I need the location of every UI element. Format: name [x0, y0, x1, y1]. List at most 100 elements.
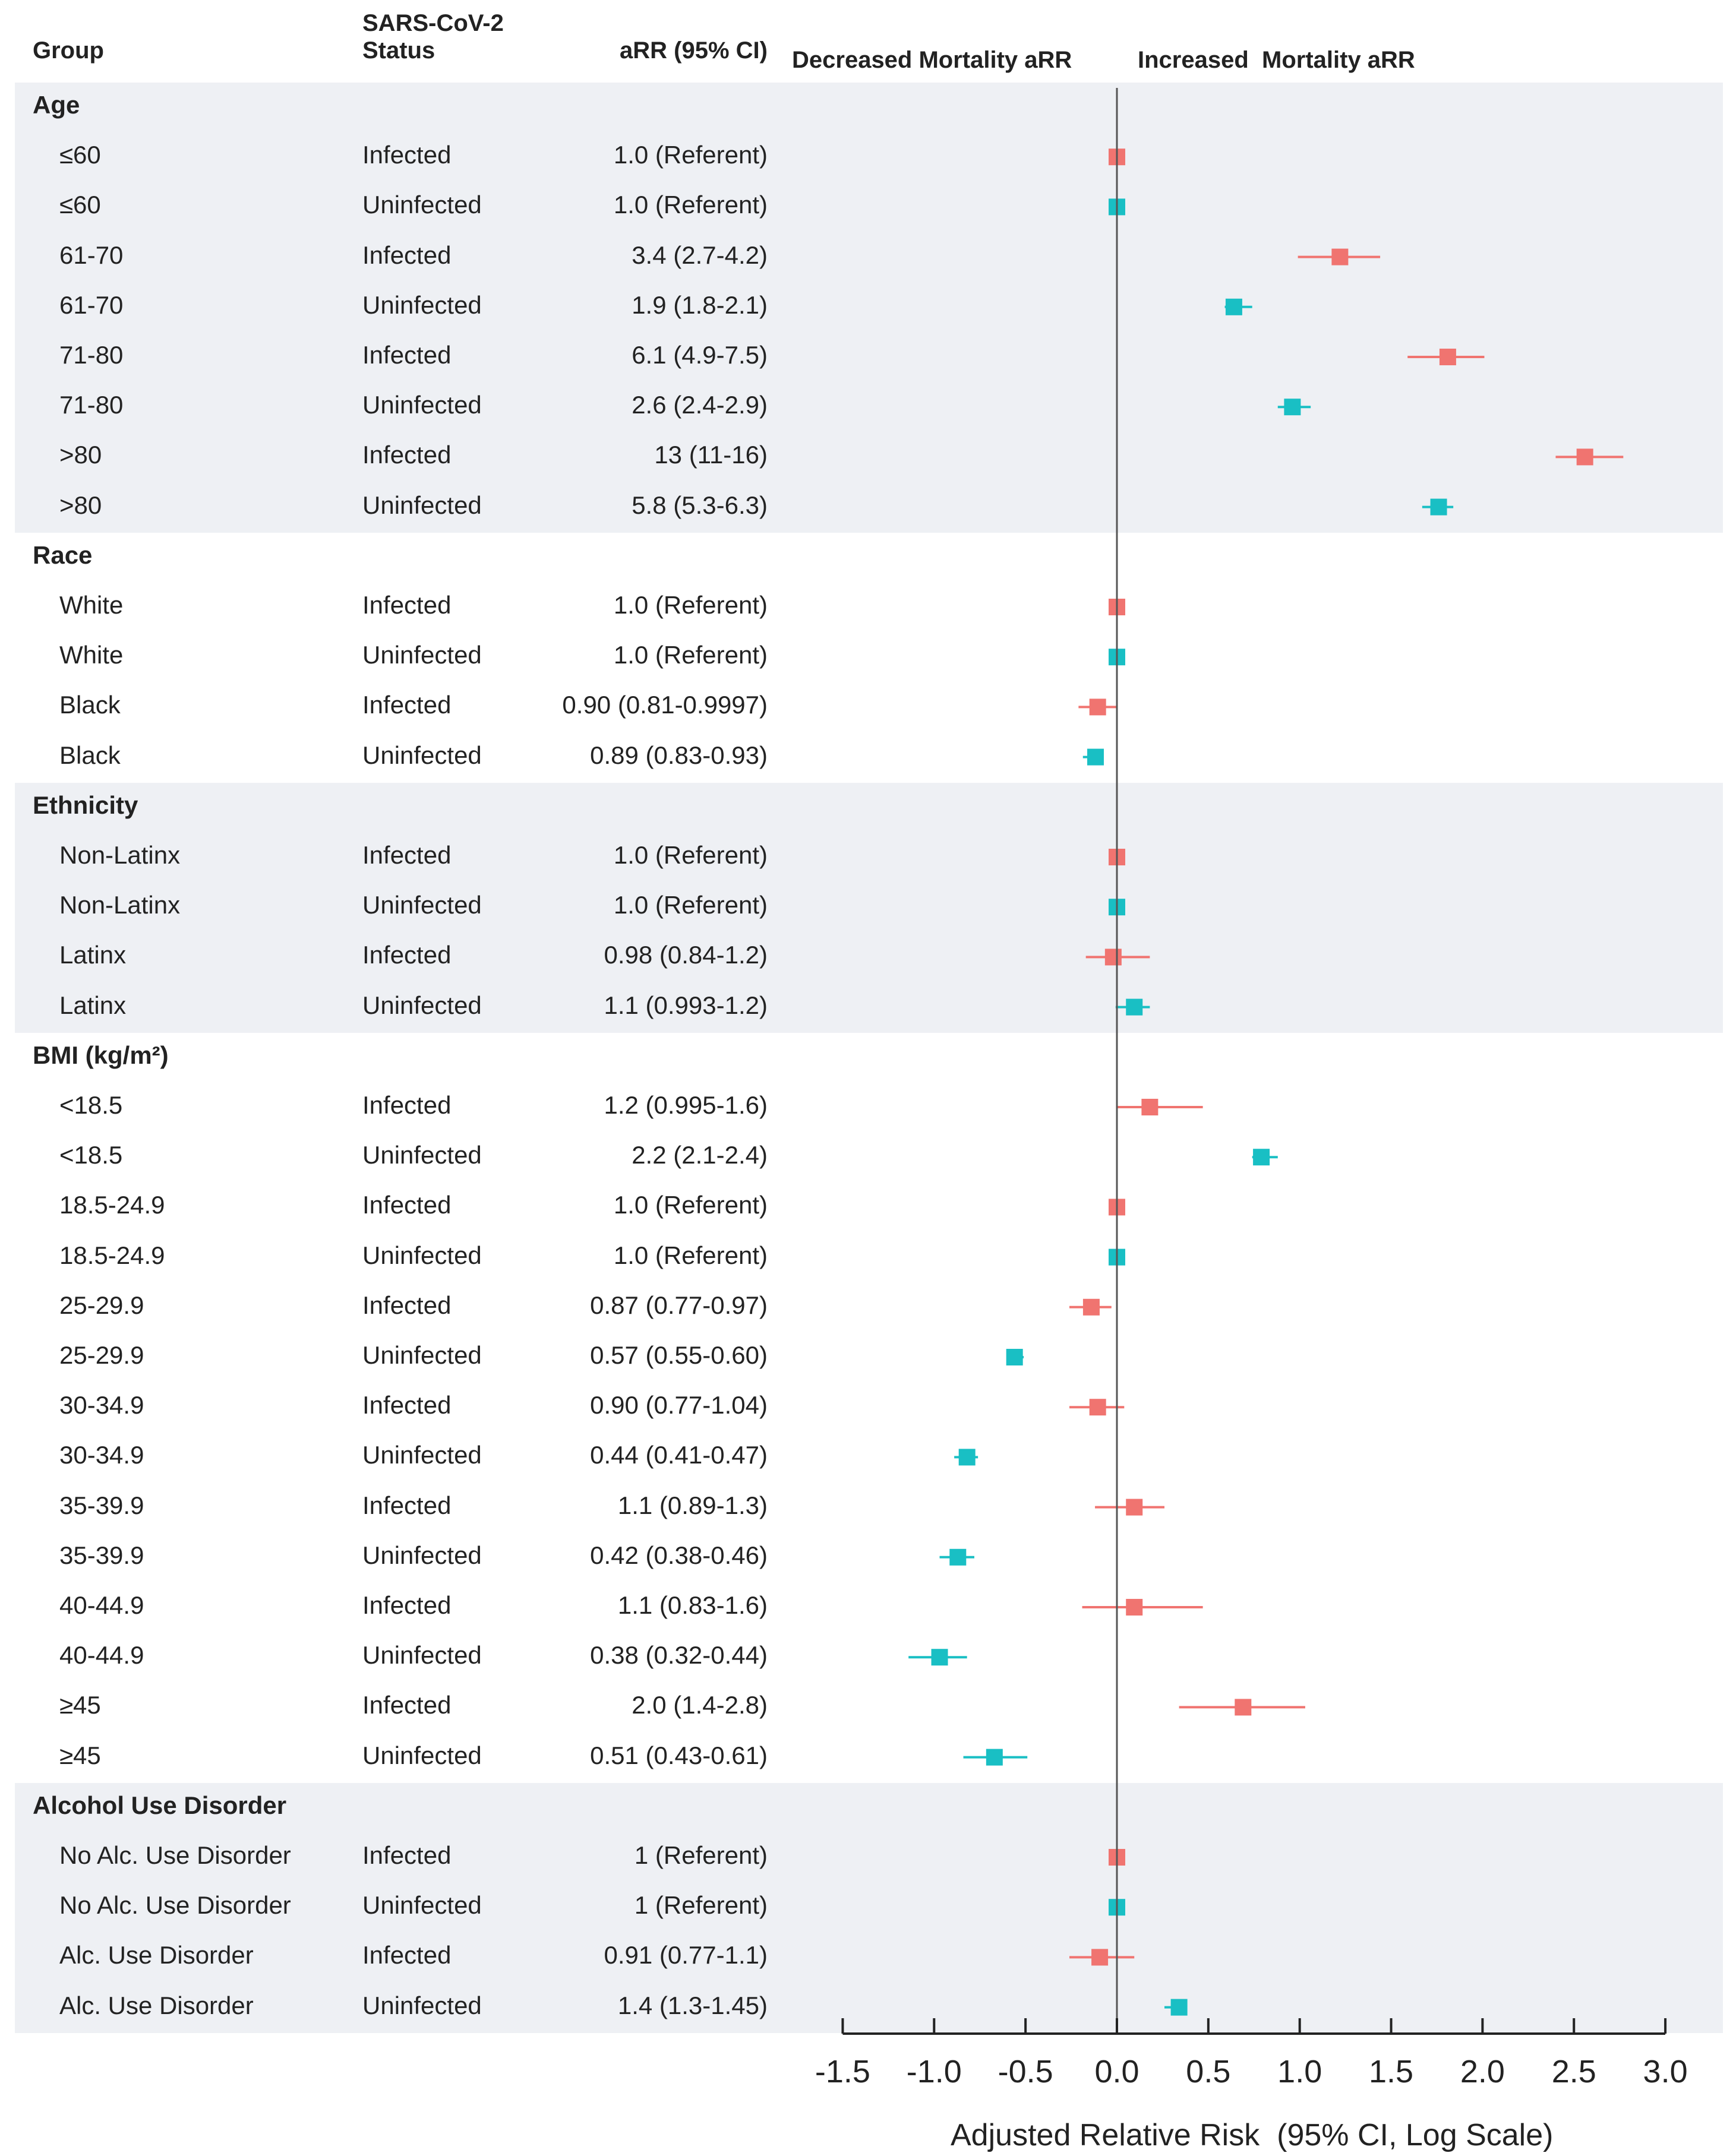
- row-group-label: <18.5: [59, 1091, 123, 1119]
- row-group-label: Latinx: [59, 991, 127, 1019]
- row-status: Infected: [362, 691, 452, 719]
- header-group: Group: [33, 37, 104, 64]
- row-arr-value: 0.90 (0.77-1.04): [590, 1391, 768, 1420]
- section-title: BMI (kg/m²): [33, 1041, 169, 1069]
- row-status: Infected: [362, 1841, 452, 1869]
- row-arr-value: 1.1 (0.89-1.3): [617, 1491, 768, 1519]
- row-group-label: White: [59, 641, 124, 669]
- row-group-label: Non-Latinx: [59, 891, 181, 919]
- row-arr-value: 1.9 (1.8-2.1): [632, 290, 768, 319]
- row-status: Uninfected: [362, 1441, 482, 1469]
- row-status: Uninfected: [362, 191, 482, 219]
- point-estimate-marker: [1225, 298, 1242, 315]
- row-status: Infected: [362, 241, 452, 269]
- point-estimate-marker: [1091, 1949, 1109, 1966]
- row-arr-value: 2.6 (2.4-2.9): [632, 391, 768, 419]
- point-estimate-marker: [1576, 448, 1593, 466]
- point-estimate-marker: [1006, 1349, 1023, 1365]
- row-group-label: 25-29.9: [59, 1291, 144, 1319]
- row-arr-value: 0.51 (0.43-0.61): [590, 1741, 768, 1769]
- row-status: Uninfected: [362, 1741, 482, 1769]
- row-group-label: Black: [59, 741, 121, 769]
- row-arr-value: 0.87 (0.77-0.97): [590, 1291, 768, 1319]
- row-status: Uninfected: [362, 991, 482, 1019]
- header-arr: aRR (95% CI): [620, 37, 768, 64]
- row-group-label: ≤60: [59, 141, 101, 169]
- header-increased: Increased Mortality aRR: [1138, 47, 1415, 73]
- row-status: Infected: [362, 1691, 452, 1719]
- row-status: Uninfected: [362, 891, 482, 919]
- x-tick-label: 2.0: [1460, 2054, 1505, 2089]
- row-arr-value: 0.91 (0.77-1.1): [604, 1941, 768, 1970]
- row-status: Uninfected: [362, 741, 482, 769]
- row-arr-value: 1.0 (Referent): [613, 191, 768, 219]
- row-group-label: No Alc. Use Disorder: [59, 1841, 291, 1869]
- point-estimate-marker: [1235, 1699, 1252, 1716]
- row-arr-value: 5.8 (5.3-6.3): [632, 491, 768, 519]
- row-arr-value: 1 (Referent): [634, 1891, 768, 1920]
- point-estimate-marker: [1126, 1499, 1143, 1516]
- row-status: Infected: [362, 1941, 452, 1970]
- row-group-label: No Alc. Use Disorder: [59, 1891, 291, 1920]
- row-status: Infected: [362, 141, 452, 169]
- row-arr-value: 2.2 (2.1-2.4): [632, 1141, 768, 1169]
- section-band: [15, 82, 1723, 533]
- point-estimate-marker: [949, 1548, 967, 1566]
- row-arr-value: 0.89 (0.83-0.93): [590, 741, 768, 769]
- header-status: SARS-CoV-2 Status: [362, 10, 504, 64]
- row-arr-value: 0.90 (0.81-0.9997): [562, 691, 768, 719]
- x-tick-label: 0.0: [1094, 2054, 1139, 2089]
- x-tick-label: 0.5: [1186, 2054, 1230, 2089]
- section-title: Ethnicity: [33, 791, 138, 819]
- row-status: Uninfected: [362, 1641, 482, 1670]
- row-arr-value: 1.0 (Referent): [613, 891, 768, 919]
- row-arr-value: 0.57 (0.55-0.60): [590, 1341, 768, 1369]
- row-status: Uninfected: [362, 641, 482, 669]
- row-arr-value: 1.1 (0.993-1.2): [604, 991, 768, 1019]
- row-arr-value: 1.4 (1.3-1.45): [617, 1991, 768, 2019]
- row-arr-value: 1.1 (0.83-1.6): [617, 1591, 768, 1619]
- row-arr-value: 0.98 (0.84-1.2): [604, 941, 768, 969]
- row-status: Infected: [362, 1391, 452, 1420]
- row-arr-value: 1.0 (Referent): [613, 141, 768, 169]
- row-status: Uninfected: [362, 1241, 482, 1269]
- row-group-label: >80: [59, 491, 102, 519]
- point-estimate-marker: [1087, 748, 1104, 766]
- x-axis-label: Adjusted Relative Risk (95% CI, Log Scal…: [951, 2118, 1554, 2152]
- row-arr-value: 1.0 (Referent): [613, 1241, 768, 1269]
- row-status: Infected: [362, 1191, 452, 1219]
- row-status: Infected: [362, 1491, 452, 1519]
- row-status: Uninfected: [362, 1141, 482, 1169]
- row-group-label: Non-Latinx: [59, 841, 181, 869]
- row-group-label: ≥45: [59, 1741, 101, 1769]
- section-band: [15, 782, 1723, 1033]
- row-status: Infected: [362, 341, 452, 369]
- row-status: Uninfected: [362, 1891, 482, 1920]
- point-estimate-marker: [1104, 949, 1122, 966]
- x-tick-label: -1.0: [907, 2054, 962, 2089]
- point-estimate-marker: [1089, 698, 1106, 716]
- row-group-label: 25-29.9: [59, 1341, 144, 1369]
- row-group-label: Alc. Use Disorder: [59, 1991, 254, 2019]
- x-tick-label: -0.5: [998, 2054, 1053, 2089]
- row-status: Infected: [362, 591, 452, 619]
- point-estimate-marker: [1430, 498, 1447, 516]
- point-estimate-marker: [1331, 248, 1349, 265]
- point-estimate-marker: [1089, 1399, 1106, 1416]
- row-arr-value: 1.0 (Referent): [613, 591, 768, 619]
- row-status: Uninfected: [362, 1341, 482, 1369]
- row-group-label: <18.5: [59, 1141, 123, 1169]
- row-group-label: >80: [59, 441, 102, 469]
- row-arr-value: 13 (11-16): [654, 441, 768, 469]
- point-estimate-marker: [1170, 1999, 1188, 2016]
- point-estimate-marker: [1253, 1149, 1270, 1166]
- section-band: [15, 1782, 1723, 2033]
- row-group-label: 30-34.9: [59, 1391, 144, 1420]
- section-title: Race: [33, 540, 93, 569]
- row-status: Uninfected: [362, 491, 482, 519]
- row-group-label: 40-44.9: [59, 1641, 144, 1670]
- row-status: Uninfected: [362, 1541, 482, 1569]
- row-group-label: 35-39.9: [59, 1491, 144, 1519]
- row-status: Infected: [362, 1591, 452, 1619]
